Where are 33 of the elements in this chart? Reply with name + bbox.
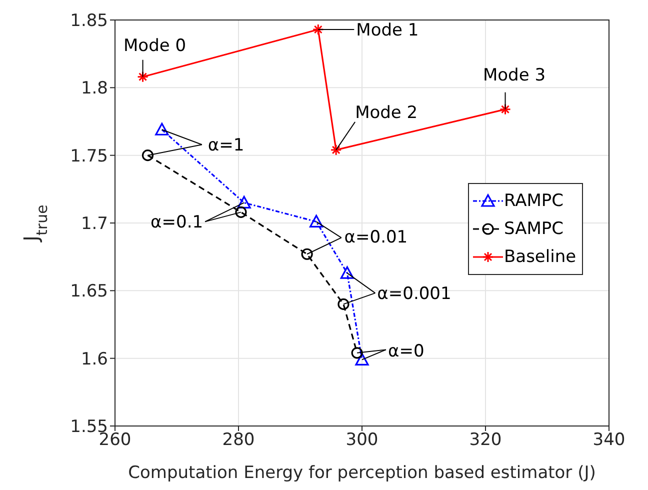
annotation: α=0.01 [344,228,408,248]
annotation: α=1 [208,136,244,156]
point [351,347,363,359]
x-tick-label: 320 [469,430,502,450]
y-tick-label: 1.65 [70,282,108,302]
x-tick-label: 300 [346,430,378,450]
point [355,352,369,366]
annotation: Mode 2 [355,102,418,123]
legend-label: SAMPC [504,218,564,241]
y-tick-label: 1.75 [70,146,108,166]
legend-label: Baseline [504,246,576,269]
annotation: Mode 1 [356,20,419,40]
annotation: Mode 3 [482,65,546,86]
point [237,196,251,208]
annotation: Mode 0 [124,36,186,56]
point [301,248,313,260]
point [155,122,169,136]
y-tick-label: 1.85 [70,11,108,32]
x-axis-title: Computation Energy for perception based estimator (J) [128,463,596,483]
point [338,298,350,310]
y-tick-label: 1.7 [80,214,108,234]
point [235,206,247,218]
y-tick-label: 1.8 [80,78,108,99]
legend-label: RAMPC [504,190,564,213]
point [142,150,154,162]
x-tick-label: 340 [592,430,626,450]
y-tick-label: 1.6 [80,349,108,370]
x-tick-label: 280 [222,430,255,450]
annotation: α=0.1 [150,212,204,233]
annotation: α=0 [388,342,424,362]
point [310,214,324,228]
point [340,266,354,279]
annotation: α=0.001 [377,284,452,304]
